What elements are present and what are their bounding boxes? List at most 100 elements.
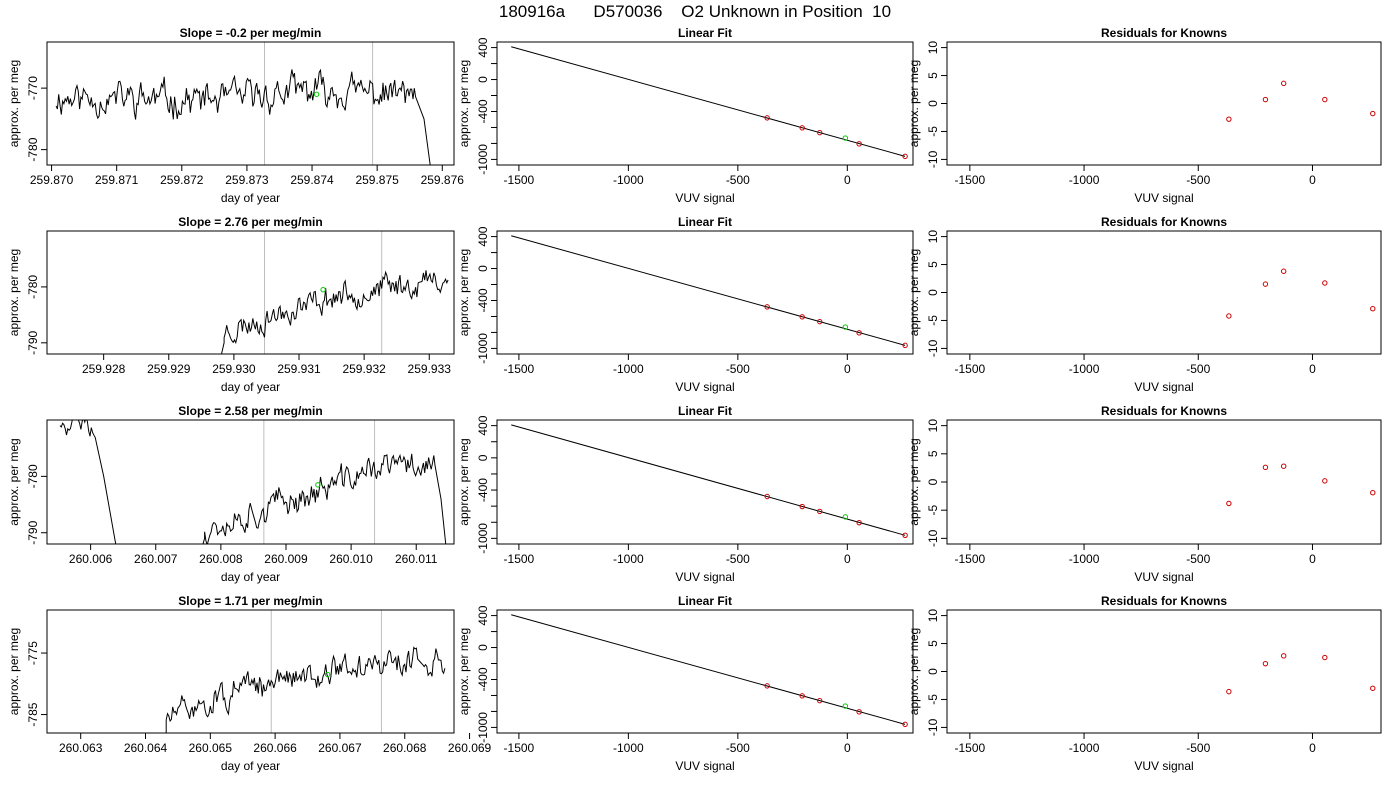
plot-frame [496,230,914,355]
x-axis-label: VUV signal [675,759,734,773]
x-tick-label: 260.011 [395,552,438,566]
y-tick-label: 400 [476,415,490,435]
y-tick-label: 0 [476,265,490,272]
y-axis-label: approx. per meg [457,438,471,525]
known-point [1280,463,1287,469]
y-axis-label: approx. per meg [7,60,21,147]
known-point [799,314,805,320]
chart-panel: Residuals for Knowns VUV signal approx. pe… [907,26,1382,205]
x-axis-label: VUV signal [675,570,734,584]
x-tick-label: 0 [844,552,851,566]
y-axis-label: approx. per meg [907,438,921,525]
chart-panel: Slope = -0.2 per meg/min day of year appro… [7,26,464,205]
y-tick-label: 0 [926,289,940,296]
chart-title: Residuals for Knowns [1101,594,1227,608]
plot-frame [946,230,1382,355]
x-tick-label: 0 [844,362,851,376]
plot-area [59,420,447,544]
chart-title: Slope = 2.76 per meg/min [178,215,322,229]
x-tick-label: -1000 [613,552,644,566]
x-tick-label: 260.010 [329,552,373,566]
x-tick-label: 0 [1309,741,1316,755]
x-tick-label: 260.008 [199,552,243,566]
y-axis-label: approx. per meg [457,249,471,336]
chart-title: Linear Fit [678,404,732,418]
y-axis-label: approx. per meg [7,438,21,525]
y-tick-label: -400 [476,667,490,691]
y-tick-label: 400 [476,605,490,625]
known-point [817,508,823,515]
y-axis-label: approx. per meg [7,628,21,715]
chart-panel: Residuals for Knowns VUV signal approx. pe… [907,404,1382,584]
y-tick-label: 10 [926,609,940,623]
x-axis-label: VUV signal [1134,380,1193,394]
y-tick-label: 5 [926,640,940,647]
series-line [165,646,446,733]
chart-panel: Slope = 1.71 per meg/min day of year appro… [7,594,492,773]
x-tick-label: 260.063 [59,741,103,755]
y-axis-label: approx. per meg [7,249,21,336]
y-tick-label: 0 [926,668,940,675]
x-tick-label: 259.932 [342,362,386,376]
x-tick-label: 260.065 [189,741,233,755]
plot-area [1226,268,1376,319]
known-point [902,532,908,539]
plot-area [1226,80,1376,122]
x-tick-label: -1500 [504,741,535,755]
known-point [1322,478,1328,484]
plot-area [1226,463,1376,507]
known-point [1280,653,1287,659]
known-point [1322,654,1328,661]
chart-panel: Linear Fit VUV signal approx. per meg -1500… [457,26,914,205]
y-tick-label: 0 [476,76,490,83]
known-point [817,697,823,704]
known-point [817,318,823,325]
x-tick-label: -1500 [954,173,985,187]
chart-title: Residuals for Knowns [1101,404,1227,418]
chart-title: Slope = 2.58 per meg/min [178,404,322,418]
chart-panel: Slope = 2.58 per meg/min day of year appro… [7,404,455,584]
y-tick-label: 0 [926,100,940,107]
known-point [764,493,770,500]
x-tick-label: 259.875 [355,173,399,187]
plot-frame [946,41,1382,166]
y-tick-label: -400 [476,99,490,123]
known-point [1226,116,1232,122]
y-tick-label: -1000 [476,333,490,364]
y-axis-label: approx. per meg [457,60,471,147]
x-tick-label: -500 [726,362,750,376]
x-axis-label: VUV signal [1134,191,1193,205]
x-tick-label: 0 [844,173,851,187]
x-tick-label: -500 [726,741,750,755]
known-point [1322,280,1328,286]
known-point [764,304,770,310]
x-tick-label: 260.066 [253,741,297,755]
y-tick-label: -10 [926,718,940,736]
known-point [856,519,862,526]
x-tick-label: 0 [1309,173,1316,187]
chart-panel: Slope = 2.76 per meg/min day of year appro… [7,215,455,394]
x-tick-label: 259.930 [212,362,256,376]
y-tick-label: -10 [926,339,940,357]
chart-panel: Linear Fit VUV signal approx. per meg -1500… [457,404,914,584]
y-tick-label: 10 [926,419,940,433]
x-axis-label: VUV signal [675,380,734,394]
chart-title: Linear Fit [678,26,732,40]
plot-frame [46,419,455,545]
x-tick-label: 260.006 [69,552,113,566]
x-tick-label: -1500 [504,362,535,376]
y-tick-label: 0 [476,454,490,461]
x-tick-label: 259.871 [95,173,139,187]
known-point [1280,268,1287,274]
y-tick-label: -790 [26,520,40,544]
unknown-point [315,482,321,488]
x-tick-label: -1500 [504,552,535,566]
chart-panel: Residuals for Knowns VUV signal approx. pe… [907,215,1382,394]
chart-panel: Linear Fit VUV signal approx. per meg -1500… [457,594,914,773]
fit-line [511,46,906,157]
known-point [1262,660,1269,667]
x-tick-label: 0 [1309,362,1316,376]
known-point [1226,500,1232,507]
x-tick-label: -1500 [954,362,985,376]
